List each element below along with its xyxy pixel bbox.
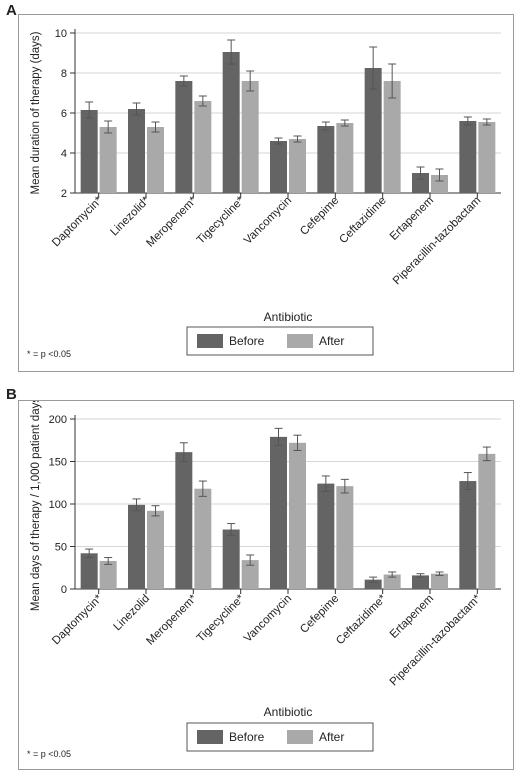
legend-swatch-before [197,334,223,348]
category-label: Ceftazidime [337,195,388,246]
bar-before [270,436,287,589]
panel-label-b: B [6,386,17,403]
category-label: Daptomycin* [50,194,105,249]
bar-after [336,123,354,193]
bar-after [383,81,401,193]
bar-after [289,139,306,193]
panel-label-a: A [6,2,17,19]
bar-after [431,573,448,589]
y-tick-label: 100 [49,499,67,511]
bar-after [241,560,259,589]
bar-after [289,442,306,589]
bar-after [147,510,164,589]
bar-before [364,68,382,193]
y-tick-label: 150 [49,457,67,469]
bar-before [128,504,145,589]
bar-after [383,574,401,589]
bar-before [412,173,429,193]
bar-after [99,127,117,193]
category-label: Cefepime [298,593,341,636]
category-label: Linezolid [112,593,153,634]
bar-after [431,175,448,193]
bar-after [478,122,496,193]
bar-before [317,483,335,589]
footnote: * = p <0.05 [27,349,71,359]
y-tick-label: 2 [61,188,67,200]
bar-after [194,101,212,193]
y-tick-label: 200 [49,414,67,426]
y-axis-label: Mean days of therapy / 1,000 patient day… [30,401,42,611]
legend-label-before: Before [229,730,265,744]
category-label: Piperacillin-tazobactam [391,195,484,288]
y-tick-label: 6 [61,108,67,120]
category-label: Vancomycin [242,593,294,645]
category-label: Linezolid* [108,194,152,238]
category-label: Daptomycin* [50,592,105,647]
category-label: Vancomycin [242,195,294,247]
bar-before [80,553,98,589]
bar-after [194,488,212,589]
chart-panel-a: 2 4 6 8 10 Mean duration of therapy (days) Dap… [18,14,514,372]
legend-swatch-after [287,334,313,348]
category-label: Tigecycline* [195,194,247,246]
bar-before [175,81,193,193]
y-tick-label: 0 [61,584,67,596]
chart-panel-b: 0 50 100 150 200 Mean days of therapy / 1,000… [18,397,514,770]
bar-before [364,579,382,589]
legend-label-after: After [319,730,344,744]
category-label: Ertapenem [388,195,436,243]
chart-b: 0 50 100 150 200 Mean days of therapy / 1,000… [27,397,501,759]
y-tick-label: 10 [55,28,67,40]
x-axis-label: Antibiotic [264,705,313,719]
bar-after [147,127,164,193]
bar-after [478,453,496,589]
category-label: Ceftazidime* [334,592,389,647]
chart-a: 2 4 6 8 10 Mean duration of therapy (days) Dap… [27,28,501,359]
bar-before [128,109,145,193]
bar-before [317,126,335,193]
y-tick-label: 4 [61,148,67,160]
category-label: Cefepime [298,195,341,238]
legend-label-after: After [319,334,344,348]
y-axis-label: Mean duration of therapy (days) [30,31,42,194]
y-tick-label: 8 [61,68,67,80]
legend-label-before: Before [229,334,265,348]
category-label: Tigecycline* [195,592,247,644]
legend-swatch-after [287,730,313,744]
category-label: Piperacillin-tazobactam* [388,592,484,688]
bar-before [459,481,477,589]
bar-before [412,575,429,589]
bar-before [175,452,193,589]
category-label: Meropenem* [144,592,199,647]
bar-after [241,81,259,193]
legend-swatch-before [197,730,223,744]
bar-before [459,121,477,193]
x-axis-label: Antibiotic [264,310,313,324]
footnote: * = p <0.05 [27,749,71,759]
bar-before [222,52,240,193]
bar-before [222,529,240,589]
category-label: Ertapenem [388,593,436,641]
bar-after [99,560,117,589]
bar-after [336,486,354,589]
bar-before [270,141,287,193]
category-label: Meropenem* [144,194,199,249]
bar-before [80,110,98,193]
y-tick-label: 50 [55,542,67,554]
